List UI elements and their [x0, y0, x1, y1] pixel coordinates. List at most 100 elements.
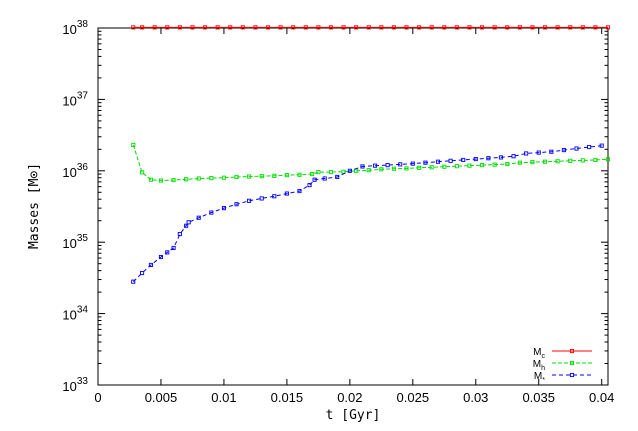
data-point	[530, 160, 535, 165]
data-point	[574, 146, 579, 151]
data-point	[190, 25, 195, 30]
data-point	[391, 166, 396, 171]
data-point	[297, 172, 302, 177]
data-point	[423, 160, 428, 165]
data-point	[297, 189, 302, 194]
data-point	[209, 176, 214, 181]
data-point	[417, 165, 422, 170]
data-point	[542, 25, 548, 30]
data-point	[140, 270, 145, 276]
data-point	[177, 25, 182, 30]
x-tick-label: 0.01	[211, 390, 236, 405]
data-point	[593, 157, 598, 162]
data-point	[177, 232, 182, 237]
data-point	[202, 25, 208, 30]
data-point	[215, 25, 220, 30]
data-point	[278, 25, 283, 30]
data-point	[492, 162, 497, 167]
data-point	[429, 25, 434, 30]
series-layer	[131, 25, 611, 284]
x-tick-label: 0.005	[145, 390, 178, 405]
data-point	[322, 176, 327, 181]
data-point	[448, 158, 453, 163]
data-point	[158, 178, 164, 183]
data-point	[366, 25, 371, 30]
data-point	[561, 148, 566, 153]
data-point	[341, 25, 346, 30]
data-point	[328, 170, 334, 175]
data-point	[366, 168, 371, 173]
x-axis-ticks: 0 0.005 0.01 0.015 0.02 0.025 0.03 0.035 0.04	[94, 28, 614, 405]
data-point	[391, 25, 396, 30]
data-point	[517, 25, 522, 30]
data-point	[140, 170, 145, 175]
data-point	[316, 25, 321, 30]
data-point	[152, 25, 157, 30]
data-point	[454, 25, 459, 30]
series-2	[131, 143, 604, 284]
data-point	[580, 158, 585, 163]
data-point	[467, 163, 472, 168]
y-tick-label: 1033	[62, 376, 88, 394]
y-tick-label: 1036	[62, 162, 88, 180]
data-point	[165, 25, 170, 30]
legend-label: Mc	[533, 347, 545, 360]
data-point	[234, 174, 239, 180]
data-point	[593, 25, 598, 30]
series-line	[132, 145, 602, 283]
legend-label: Mh	[533, 359, 545, 372]
data-point	[148, 262, 153, 268]
data-point	[272, 173, 277, 178]
data-point	[605, 157, 611, 162]
data-point	[461, 157, 466, 162]
data-point	[442, 164, 447, 169]
data-point	[158, 254, 164, 260]
data-point	[171, 245, 176, 251]
data-point	[379, 167, 384, 172]
data-point	[291, 25, 296, 30]
data-point	[379, 25, 384, 30]
data-point	[284, 191, 289, 196]
data-point	[316, 170, 321, 175]
data-point	[536, 150, 541, 155]
data-point	[498, 155, 504, 160]
data-point	[335, 174, 340, 180]
data-point	[303, 25, 308, 30]
data-point	[240, 25, 245, 30]
data-point	[467, 25, 472, 30]
data-point	[196, 215, 201, 220]
data-point	[234, 202, 239, 207]
legend-label: M*	[534, 371, 545, 384]
data-point	[131, 279, 136, 284]
data-point	[404, 166, 409, 171]
data-point	[385, 163, 390, 168]
data-point	[148, 177, 153, 182]
x-tick-label: 0.03	[463, 390, 488, 405]
data-point	[131, 142, 136, 148]
legend-swatch-marker	[569, 348, 575, 354]
data-point	[517, 160, 522, 165]
x-axis-title: t [Gyr]	[326, 408, 381, 423]
y-axis-ticks: 1033 1034 1035 1036 1037 1038	[62, 19, 608, 394]
data-point	[417, 25, 422, 30]
data-point	[209, 210, 214, 215]
data-point	[505, 25, 510, 30]
data-point	[247, 174, 252, 179]
data-point	[524, 151, 529, 156]
data-point	[580, 25, 585, 30]
data-point	[511, 154, 516, 159]
x-tick-label: 0.015	[271, 390, 304, 405]
data-point	[186, 220, 191, 225]
data-point	[473, 157, 478, 162]
data-point	[555, 159, 560, 164]
data-point	[429, 165, 434, 170]
data-point	[131, 25, 136, 30]
data-point	[265, 25, 271, 30]
data-point	[410, 161, 415, 166]
series-1	[131, 142, 611, 183]
data-point	[221, 206, 226, 211]
series-line	[132, 144, 609, 182]
data-point	[549, 149, 554, 154]
data-point	[259, 174, 264, 179]
